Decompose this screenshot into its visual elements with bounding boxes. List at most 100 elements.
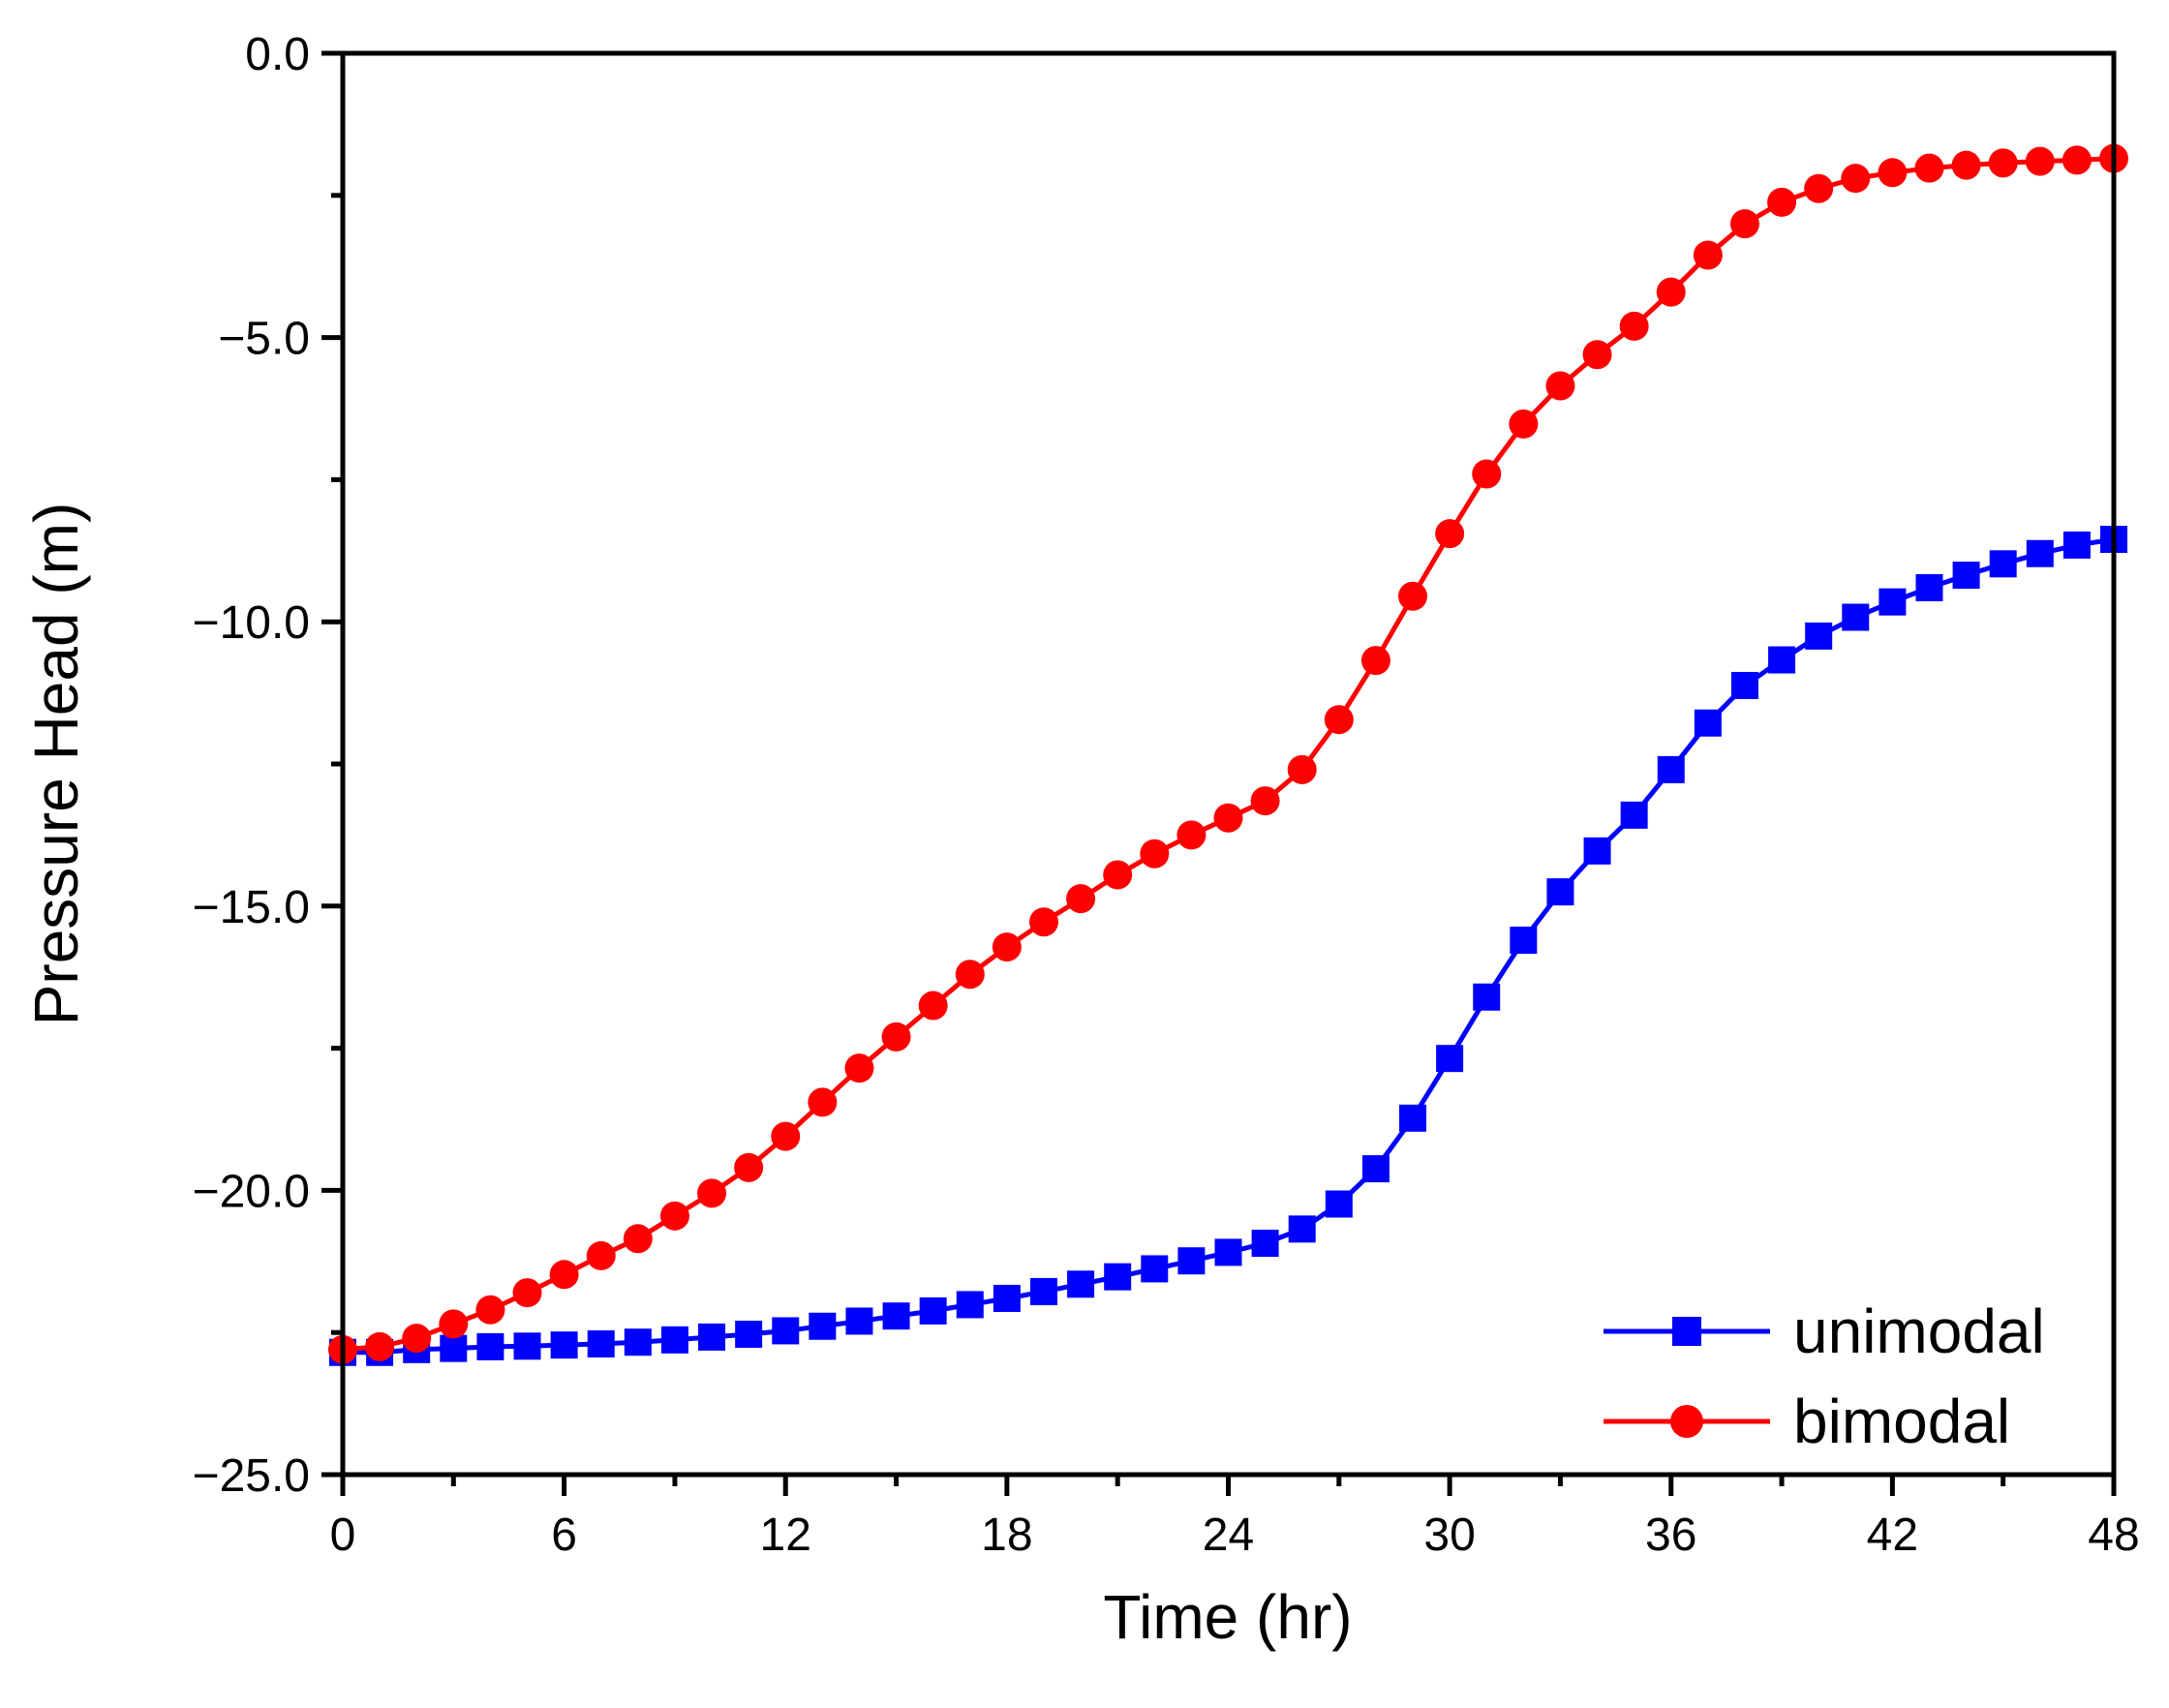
x-tick-label: 18 [981,1510,1032,1561]
bimodal-point [697,1178,727,1208]
bimodal-point [586,1240,616,1270]
bimodal-point [1140,839,1170,869]
unimodal-point [1214,1238,1242,1266]
bimodal-point [1324,705,1354,735]
x-axis: 0 6 12 18 24 30 36 42 48 [330,1475,2140,1561]
bimodal-point [771,1121,801,1151]
y-tick-label: −20.0 [193,1166,310,1217]
unimodal-point [476,1332,504,1360]
x-tick-label: 12 [760,1510,811,1561]
bimodal-point [808,1087,838,1117]
bimodal-point [365,1331,395,1361]
legend-label-bimodal: bimodal [1793,1387,2010,1456]
bimodal-point [1693,240,1723,270]
unimodal-point [2062,531,2091,559]
unimodal-point [513,1332,541,1360]
bimodal-point [2062,145,2092,175]
unimodal-point [1805,622,1833,650]
y-tick-label: −10.0 [193,597,310,649]
unimodal-point [1657,755,1685,783]
unimodal-point [1177,1247,1206,1275]
bimodal-point [1176,820,1207,850]
bimodal-point [1250,786,1280,816]
bimodal-point [1360,646,1390,676]
bimodal-point [1287,754,1317,784]
y-tick-label: −15.0 [193,882,310,933]
unimodal-point [1952,562,1980,590]
unimodal-point [587,1329,615,1357]
bimodal-point [1213,803,1243,833]
legend-marker-unimodal [1672,1317,1701,1346]
unimodal-point [1029,1277,1057,1305]
legend: unimodal bimodal [1604,1296,2045,1456]
bimodal-point [1582,340,1612,370]
x-tick-label: 0 [330,1510,356,1561]
unimodal-point [1768,646,1796,674]
bimodal-point [918,991,948,1021]
unimodal-point [919,1296,947,1325]
bimodal-point [2025,146,2055,176]
bimodal-point [1435,519,1465,549]
bimodal-point [439,1309,469,1339]
bimodal-point [1028,907,1058,937]
legend-item-unimodal: unimodal [1604,1296,2045,1366]
y-tick-label: −5.0 [218,314,310,365]
legend-item-bimodal: bimodal [1604,1387,2010,1456]
bimodal-point [402,1324,432,1354]
y-tick-label: 0.0 [245,29,310,80]
unimodal-point [1436,1045,1464,1073]
bimodal-line [342,156,2115,1353]
unimodal-point [1989,550,2017,578]
unimodal-point [1510,927,1538,955]
unimodal-point [1399,1104,1427,1132]
series-bimodal [328,143,2128,1364]
unimodal-point [1694,709,1722,737]
bimodal-point [549,1260,579,1290]
y-tick-label: −25.0 [193,1450,310,1502]
bimodal-point [1841,164,1871,194]
unimodal-point [735,1320,763,1348]
unimodal-point [440,1334,468,1362]
bimodal-point [955,960,985,990]
unimodal-point [1546,878,1574,906]
bimodal-point [1545,371,1575,401]
bimodal-point [1729,209,1759,239]
x-tick-label: 30 [1423,1510,1475,1561]
unimodal-point [1288,1215,1316,1243]
bimodal-point [1066,884,1096,914]
unimodal-point [1104,1263,1132,1291]
bimodal-point [1804,173,1834,203]
bimodal-point [1103,860,1133,890]
x-tick-label: 36 [1645,1510,1696,1561]
bimodal-point [1988,148,2018,178]
bimodal-point [1878,158,1908,188]
unimodal-point [1141,1255,1169,1283]
series-layer [328,143,2128,1366]
unimodal-point [1583,837,1611,865]
unimodal-point [1730,671,1758,699]
unimodal-point [624,1328,652,1357]
unimodal-point [1361,1155,1390,1183]
unimodal-point [956,1291,984,1319]
bimodal-point [844,1053,874,1083]
bimodal-point [992,932,1022,962]
x-tick-label: 42 [1867,1510,1918,1561]
unimodal-point [1473,983,1501,1011]
bimodal-point [1472,459,1502,489]
unimodal-point [1251,1230,1279,1258]
unimodal-point [1915,573,1943,601]
unimodal-point [1067,1270,1095,1298]
unimodal-point [550,1331,578,1359]
unimodal-point [1325,1190,1353,1218]
bimodal-point [475,1295,505,1325]
bimodal-point [659,1201,689,1231]
bimodal-point [1914,153,1944,183]
bimodal-point [1398,581,1428,611]
unimodal-line [343,536,2115,1356]
bimodal-point [1619,311,1649,341]
unimodal-point [772,1317,800,1345]
x-tick-label: 48 [2088,1510,2139,1561]
unimodal-point [660,1326,688,1354]
unimodal-point [993,1284,1021,1312]
